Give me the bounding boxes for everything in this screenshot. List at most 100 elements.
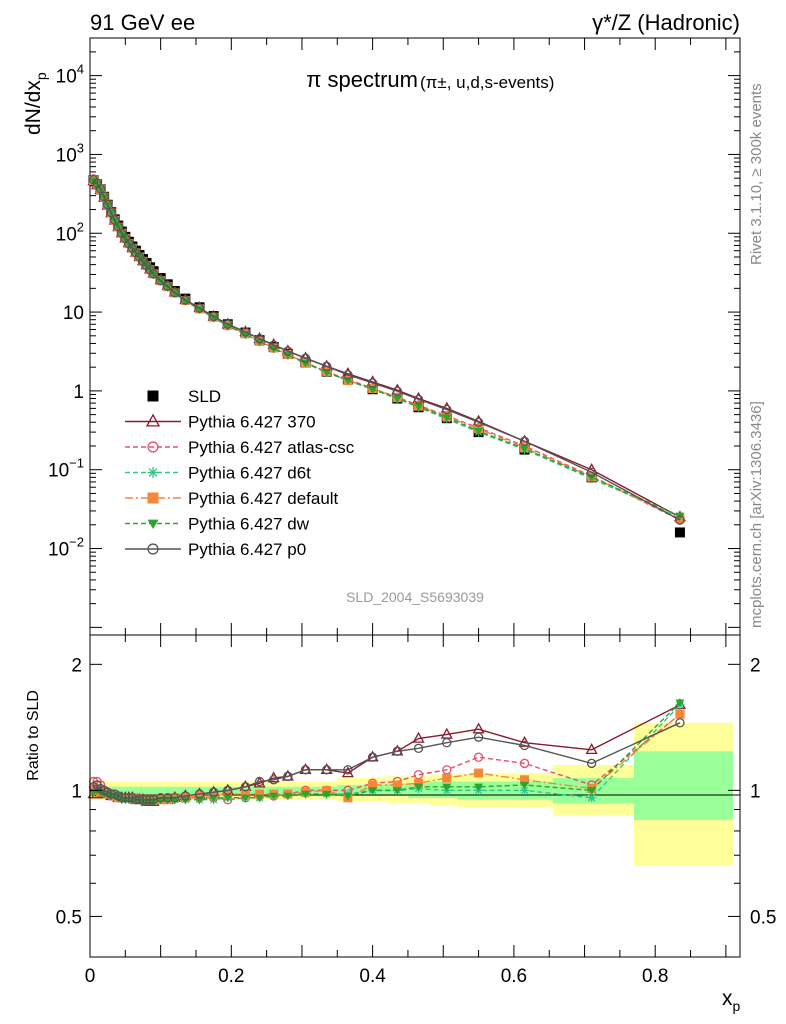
y-tick-label: 10: [63, 303, 84, 324]
data-point: [367, 378, 378, 388]
ratio-point: [269, 792, 279, 801]
uncertainty-band-stat: [634, 751, 733, 820]
series-line: [93, 180, 681, 518]
legend-label: Pythia 6.427 p0: [188, 540, 306, 559]
ratio-y-axis-label: Ratio to SLD: [25, 690, 42, 781]
ratio-point: [413, 743, 424, 754]
legend-marker: [147, 467, 159, 478]
ratio-point: [322, 785, 332, 795]
data-point: [99, 191, 109, 202]
data-point: [675, 515, 685, 525]
ratio-point: [255, 794, 265, 803]
ratio-point: [343, 792, 353, 801]
data-point: [674, 527, 685, 538]
data-point: [392, 386, 403, 396]
ratio-point: [134, 795, 145, 805]
ratio-point: [180, 791, 191, 801]
data-point: [180, 297, 190, 306]
data-point: [102, 200, 113, 210]
y-axis-label: dN/dxp: [22, 72, 49, 135]
ratio-point: [283, 792, 293, 801]
data-point: [106, 207, 116, 218]
main-title: π spectrum: [306, 67, 418, 92]
ratio-point: [368, 780, 378, 790]
legend-marker: [147, 390, 159, 402]
data-point: [148, 269, 159, 279]
legend-item-pythia-6-427-default: Pythia 6.427 default: [125, 489, 339, 508]
legend-label: Pythia 6.427 370: [188, 413, 316, 432]
series-line: [93, 179, 681, 521]
ratio-point: [145, 795, 155, 805]
ratio-point: [255, 789, 265, 799]
data-point: [209, 314, 219, 323]
data-point: [208, 311, 219, 322]
ratio-point: [283, 771, 293, 782]
header-left: 91 GeV ee: [90, 10, 195, 35]
ratio-point: [520, 775, 530, 785]
data-point: [163, 283, 173, 292]
legend-label: Pythia 6.427 dw: [188, 515, 310, 534]
ratio-y-tick-label-right: 1: [750, 781, 761, 802]
data-point: [170, 290, 180, 298]
data-point: [155, 276, 166, 286]
data-point: [474, 427, 484, 436]
ratio-y-tick-label: 1: [71, 781, 82, 802]
legend-label: Pythia 6.427 atlas-csc: [188, 438, 355, 457]
ratio-point: [392, 780, 402, 790]
ratio-point: [163, 793, 173, 803]
ratio-point: [414, 783, 424, 792]
data-point: [321, 361, 332, 372]
series-sld: [88, 175, 685, 538]
y-tick-label: 102: [56, 219, 84, 245]
series-pythia-6-427-dw: [89, 177, 685, 521]
ratio-point: [519, 740, 530, 751]
ratio-point: [223, 785, 233, 796]
ratio-point: [414, 778, 424, 788]
watermark: SLD_2004_S5693039: [346, 589, 484, 605]
ratio-point: [520, 781, 530, 790]
data-point: [520, 445, 530, 454]
data-point: [254, 333, 265, 344]
data-point: [268, 340, 279, 350]
data-point: [156, 277, 166, 286]
main-plot-panel: 10−2 10−1 1 10 102 103 104 π spectrum (π±, u,d…: [22, 37, 741, 636]
legend-label: Pythia 6.427 default: [188, 489, 339, 508]
ratio-point: [195, 796, 205, 805]
ratio-y-tick-label: 2: [71, 655, 82, 676]
ratio-point: [442, 773, 452, 783]
data-point: [322, 369, 332, 377]
y-tick-label: 10−2: [48, 535, 84, 561]
ratio-y-tick-label: 0.5: [56, 907, 82, 928]
data-point: [194, 303, 205, 313]
ratio-series-pythia-6-427-p0: [88, 718, 685, 805]
ratio-point: [268, 775, 279, 785]
ratio-point: [131, 795, 141, 805]
data-point: [180, 295, 191, 305]
ratio-y-tick-label-right: 2: [750, 655, 761, 676]
ratio-point: [392, 787, 402, 795]
legend-item-pythia-6-427-370: Pythia 6.427 370: [125, 413, 316, 432]
ratio-point: [473, 752, 484, 762]
y-tick-label: 104: [56, 62, 84, 88]
ratio-point: [240, 782, 251, 792]
ratio-point: [519, 758, 530, 769]
ratio-point: [412, 731, 425, 743]
ratio-point: [442, 737, 452, 748]
ratio-point: [321, 765, 332, 775]
ratio-point: [240, 794, 250, 803]
x-tick-label: 0.2: [218, 966, 244, 987]
ratio-point: [322, 790, 332, 799]
legend-item-pythia-6-427-p0: Pythia 6.427 p0: [125, 540, 306, 559]
ratio-point: [141, 795, 152, 805]
ratio-point: [341, 766, 354, 778]
legend-item-pythia-6-427-d6t: Pythia 6.427 d6t: [125, 464, 311, 483]
legend-label: SLD: [188, 387, 221, 406]
data-point: [442, 414, 452, 422]
x-tick-label: 0.4: [359, 966, 386, 987]
legend-item-pythia-6-427-atlas-csc: Pythia 6.427 atlas-csc: [125, 438, 355, 457]
y-tick-label: 1: [73, 382, 84, 403]
data-point: [170, 288, 180, 298]
ratio-point: [586, 758, 597, 769]
data-point: [519, 436, 530, 446]
